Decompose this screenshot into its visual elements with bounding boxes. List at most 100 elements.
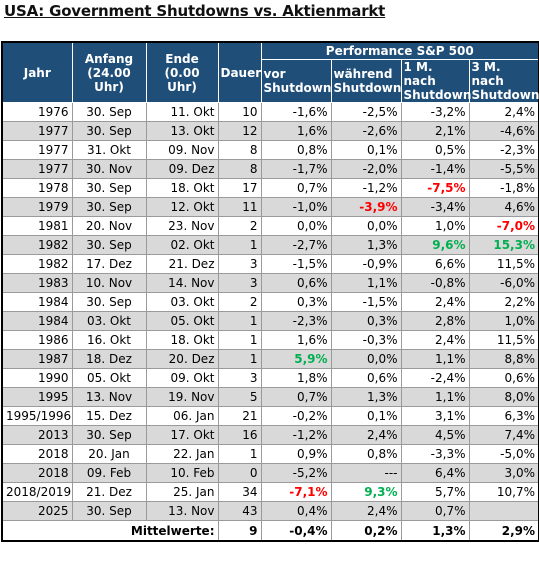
cell-jahr: 1976	[1, 102, 73, 122]
cell-m1: -3,4%	[400, 197, 470, 217]
cell-waehrend: -0,9%	[330, 254, 402, 274]
cell-m1: 2,4%	[400, 330, 470, 350]
header-waehrend: während Shutdown	[330, 59, 402, 103]
cell-m1: 1,0%	[400, 216, 470, 236]
cell-m1: 2,4%	[400, 292, 470, 312]
cell-anfang: 09. Feb	[71, 463, 147, 483]
cell-waehrend: 0,1%	[330, 406, 402, 426]
cell-vor: 0,9%	[260, 444, 332, 464]
table-row: 1983 10. Nov 14. Nov 3 0,6% 1,1% -0,8% -6,0%	[1, 273, 539, 293]
cell-jahr: 1977	[1, 140, 73, 160]
cell-anfang: 30. Sep	[71, 425, 147, 445]
cell-m1: 1,1%	[400, 387, 470, 407]
cell-ende: 03. Okt	[145, 292, 219, 312]
cell-vor: 5,9%	[260, 349, 332, 369]
cell-m3: 2,4%	[468, 102, 539, 122]
cell-jahr: 1984	[1, 292, 73, 312]
cell-m1: 9,6%	[400, 235, 470, 255]
cell-ende: 14. Nov	[145, 273, 219, 293]
cell-jahr: 1984	[1, 311, 73, 331]
header-anfang: Anfang (24.00 Uhr)	[71, 41, 147, 103]
cell-m1: 4,5%	[400, 425, 470, 445]
cell-dauer: 12	[217, 121, 262, 141]
cell-dauer: 16	[217, 425, 262, 445]
cell-anfang: 05. Okt	[71, 368, 147, 388]
cell-ende: 23. Nov	[145, 216, 219, 236]
cell-m3: 10,7%	[468, 482, 539, 502]
footer-dauer: 9	[217, 520, 262, 542]
cell-waehrend: 0,1%	[330, 140, 402, 160]
cell-m3: -4,6%	[468, 121, 539, 141]
cell-anfang: 30. Sep	[71, 178, 147, 198]
cell-m1: 5,7%	[400, 482, 470, 502]
cell-vor: 0,4%	[260, 501, 332, 521]
cell-waehrend: -1,2%	[330, 178, 402, 198]
cell-vor: -2,3%	[260, 311, 332, 331]
cell-ende: 19. Nov	[145, 387, 219, 407]
cell-waehrend: 2,4%	[330, 425, 402, 445]
cell-ende: 09. Nov	[145, 140, 219, 160]
header-1m: 1 M. nach Shutdown	[400, 59, 471, 103]
cell-anfang: 30. Nov	[71, 159, 147, 179]
cell-anfang: 30. Sep	[71, 292, 147, 312]
cell-m1: -0,8%	[400, 273, 470, 293]
table-footer-row: Mittelwerte: 9 -0,4% 0,2% 1,3% 2,9%	[1, 520, 539, 542]
cell-vor: 0,0%	[260, 216, 332, 236]
cell-anfang: 10. Nov	[71, 273, 147, 293]
table-row: 2018/2019 21. Dez 25. Jan 34 -7,1% 9,3% 5,7% 10…	[1, 482, 539, 502]
cell-waehrend: 1,1%	[330, 273, 402, 293]
header-ende: Ende (0.00 Uhr)	[145, 41, 219, 103]
cell-jahr: 1981	[1, 216, 73, 236]
cell-waehrend: 0,0%	[330, 216, 402, 236]
cell-dauer: 1	[217, 444, 262, 464]
cell-vor: 0,3%	[260, 292, 332, 312]
cell-vor: 1,8%	[260, 368, 332, 388]
cell-waehrend: ---	[330, 463, 402, 483]
table-row: 1995/1996 15. Dez 06. Jan 21 -0,2% 0,1% 3,1% 6,…	[1, 406, 539, 426]
footer-1m: 1,3%	[400, 520, 470, 542]
header-vor: vor Shutdown	[260, 59, 332, 103]
header-jahr: Jahr	[1, 41, 73, 103]
cell-m3: 2,2%	[468, 292, 539, 312]
cell-vor: -7,1%	[260, 482, 332, 502]
cell-ende: 25. Jan	[145, 482, 219, 502]
cell-m1: 3,1%	[400, 406, 470, 426]
cell-m1: 6,6%	[400, 254, 470, 274]
cell-m1: -3,3%	[400, 444, 470, 464]
cell-ende: 21. Dez	[145, 254, 219, 274]
cell-jahr: 2018	[1, 463, 73, 483]
cell-jahr: 1995	[1, 387, 73, 407]
cell-waehrend: 2,4%	[330, 501, 402, 521]
cell-m1: 0,5%	[400, 140, 470, 160]
cell-dauer: 3	[217, 368, 262, 388]
table-row: 1976 30. Sep 11. Okt 10 -1,6% -2,5% -3,2% 2,4%	[1, 102, 539, 122]
cell-dauer: 21	[217, 406, 262, 426]
cell-m1: 6,4%	[400, 463, 470, 483]
table-row: 1977 31. Okt 09. Nov 8 0,8% 0,1% 0,5% -2,3%	[1, 140, 539, 160]
cell-dauer: 1	[217, 330, 262, 350]
cell-waehrend: 9,3%	[330, 482, 402, 502]
table-row: 1979 30. Sep 12. Okt 11 -1,0% -3,9% -3,4% 4,6%	[1, 197, 539, 217]
cell-m3: 3,0%	[468, 463, 539, 483]
cell-m1: -3,2%	[400, 102, 470, 122]
cell-ende: 09. Okt	[145, 368, 219, 388]
cell-m3: 8,8%	[468, 349, 539, 369]
cell-dauer: 11	[217, 197, 262, 217]
cell-vor: 0,7%	[260, 387, 332, 407]
cell-anfang: 30. Sep	[71, 197, 147, 217]
cell-anfang: 31. Okt	[71, 140, 147, 160]
cell-dauer: 2	[217, 216, 262, 236]
cell-ende: 22. Jan	[145, 444, 219, 464]
cell-anfang: 20. Nov	[71, 216, 147, 236]
cell-dauer: 2	[217, 292, 262, 312]
cell-dauer: 8	[217, 140, 262, 160]
footer-3m: 2,9%	[468, 520, 539, 542]
cell-dauer: 1	[217, 235, 262, 255]
cell-anfang: 30. Sep	[71, 501, 147, 521]
cell-dauer: 43	[217, 501, 262, 521]
cell-vor: 0,7%	[260, 178, 332, 198]
table-row: 2025 30. Sep 13. Nov 43 0,4% 2,4% 0,7%	[1, 501, 539, 521]
cell-dauer: 1	[217, 349, 262, 369]
cell-ende: 20. Dez	[145, 349, 219, 369]
page-title: USA: Government Shutdowns vs. Aktienmark…	[4, 2, 386, 20]
